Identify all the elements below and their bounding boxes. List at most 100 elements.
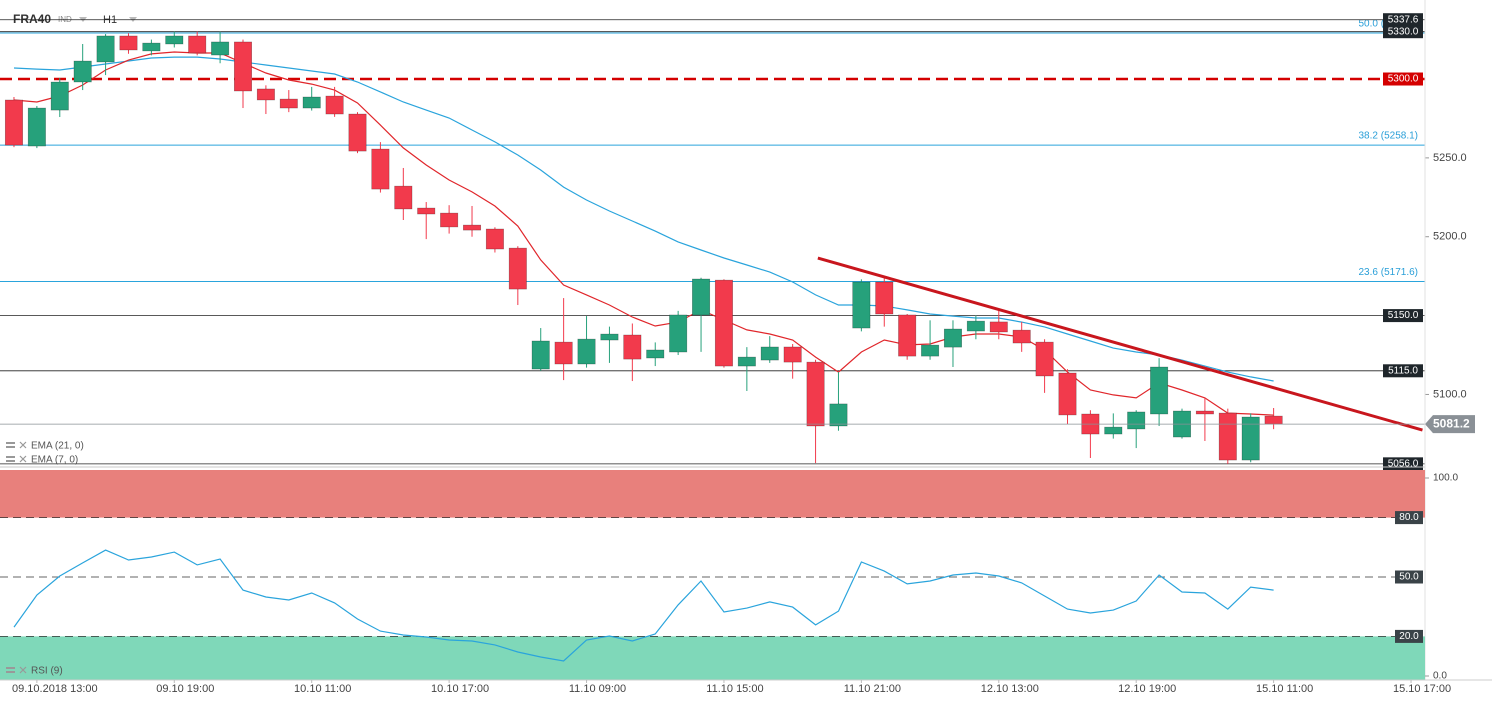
fib-label: 38.2 (5258.1) — [1359, 131, 1419, 142]
level-box — [1383, 13, 1423, 27]
candle-body — [188, 35, 207, 54]
candle-body — [921, 344, 940, 357]
legend-icon[interactable] — [6, 671, 15, 673]
candle-body — [760, 346, 779, 361]
candle-body — [27, 107, 46, 147]
candle-body — [73, 60, 92, 83]
rsi-tick-label: 80.0 — [1399, 512, 1419, 523]
candle-body — [165, 35, 184, 45]
candle-body — [989, 321, 1008, 333]
candle-body — [211, 41, 230, 56]
candle-body — [577, 338, 596, 365]
legend-close[interactable] — [19, 455, 27, 463]
rsi-line — [13, 549, 1274, 662]
candle-body — [1195, 410, 1214, 415]
candle-body — [875, 281, 894, 315]
x-tick-label: 11.10 15:00 — [706, 683, 763, 695]
candle-body — [1150, 366, 1169, 415]
last-price-label: 5081.2 — [1433, 416, 1470, 430]
candle-body — [119, 35, 138, 51]
candle-body — [554, 341, 573, 365]
candle-body — [714, 279, 733, 367]
last-price-box — [1425, 415, 1475, 434]
candle-body — [256, 88, 275, 101]
legend-icon[interactable] — [6, 460, 15, 462]
symbol[interactable]: FRA40 — [13, 12, 51, 26]
candle-body — [371, 148, 390, 190]
candle-body — [302, 96, 321, 109]
header: FRA40 IND H1 — [13, 12, 137, 26]
candle-body — [943, 328, 962, 348]
level-box — [1383, 309, 1423, 323]
level-box — [1383, 72, 1423, 86]
candle-body — [1241, 416, 1260, 461]
x-tick-label: 15.10 11:00 — [1256, 683, 1313, 695]
y-tick-label: 5100.0 — [1433, 388, 1467, 400]
candle-body — [485, 228, 504, 250]
candle-body — [279, 98, 298, 109]
x-tick-label: 10.10 11:00 — [294, 683, 351, 695]
legend-label: EMA (21, 0) — [31, 441, 84, 452]
candle-body — [348, 113, 367, 152]
candle-body — [1127, 411, 1146, 430]
trendline — [817, 256, 1423, 432]
candle-body — [600, 333, 619, 341]
candle-body — [4, 99, 23, 146]
x-tick-label: 15.10 17:00 — [1393, 683, 1451, 695]
candle-body — [1218, 412, 1237, 461]
candle-body — [852, 281, 871, 329]
y-tick-label: 5250.0 — [1433, 152, 1467, 164]
legend-icon[interactable] — [6, 456, 15, 458]
candle-body — [898, 314, 917, 357]
candle-body — [737, 356, 756, 367]
candle-body — [1012, 329, 1031, 344]
candle-body — [806, 361, 825, 427]
x-tick-label: 11.10 21:00 — [844, 683, 901, 695]
legend-close[interactable] — [19, 441, 27, 449]
tick-box — [1395, 570, 1423, 584]
candle-body — [394, 185, 413, 210]
x-tick-label: 12.10 19:00 — [1118, 683, 1176, 695]
ema-line — [13, 51, 1274, 416]
x-tick-label: 09.10 19:00 — [156, 683, 214, 695]
legend: EMA (21, 0) EMA (7, 0) — [6, 441, 84, 466]
level-label: 5150.0 — [1388, 310, 1419, 321]
candle-body — [669, 314, 688, 353]
candle-body — [646, 349, 665, 359]
candle-body — [692, 278, 711, 316]
legend-icon[interactable] — [6, 446, 15, 448]
rsi-tick-label: 100.0 — [1433, 473, 1458, 484]
candle-body — [623, 334, 642, 360]
candle-body — [508, 247, 527, 290]
candle-body — [142, 42, 161, 52]
x-tick-label: 10.10 17:00 — [431, 683, 489, 695]
level-box — [1383, 25, 1423, 39]
candle-body — [531, 340, 550, 370]
oversold-zone — [0, 636, 1425, 680]
x-tick-label: 11.10 09:00 — [569, 683, 626, 695]
candle-body — [829, 403, 848, 427]
legend-close[interactable] — [19, 666, 27, 674]
legend-icon[interactable] — [6, 667, 15, 669]
rsi-tick-label: 50.0 — [1399, 572, 1419, 583]
level-label: 5337.6 — [1388, 14, 1419, 25]
candle-body — [96, 35, 115, 63]
rsi-tick-label: 0.0 — [1433, 671, 1447, 682]
ema-line — [13, 56, 1274, 382]
fib-label: 23.6 (5171.6) — [1359, 267, 1419, 278]
candle-body — [440, 212, 459, 228]
rsi-tick-label: 20.0 — [1399, 631, 1419, 642]
tick-box — [1395, 629, 1423, 643]
legend-label: RSI (9) — [31, 666, 63, 677]
level-label: 5115.0 — [1388, 365, 1418, 376]
legend-icon[interactable] — [6, 442, 15, 444]
candle-body — [1035, 341, 1054, 377]
overbought-zone — [0, 470, 1425, 518]
candle-body — [463, 224, 482, 231]
y-tick-label: 5200.0 — [1433, 231, 1467, 243]
candle-body — [325, 95, 344, 115]
candle-body — [1104, 426, 1123, 435]
x-tick-label: 12.10 13:00 — [981, 683, 1039, 695]
